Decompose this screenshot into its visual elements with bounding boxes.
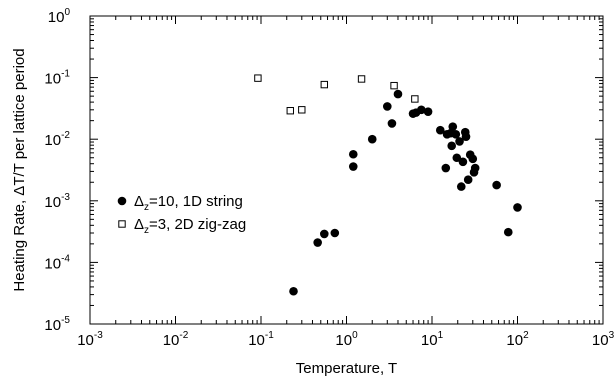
- y-tick-label: 10-2: [44, 130, 70, 149]
- series-0-point: [313, 238, 322, 247]
- series-1-point: [357, 75, 366, 83]
- series-1-point: [390, 81, 398, 90]
- x-tick-label: 10-2: [163, 330, 189, 349]
- series-0-point: [441, 163, 451, 173]
- x-tick-label: 103: [592, 330, 615, 349]
- y-axis-title: Heating Rate, ΔT/T per lattice period: [11, 48, 28, 291]
- series-1-point: [254, 74, 262, 82]
- series-0-point: [451, 130, 461, 139]
- series-0-point: [289, 286, 298, 296]
- x-tick-label: 101: [421, 330, 444, 349]
- series-0-point: [448, 122, 458, 131]
- series-0-point: [417, 105, 426, 115]
- x-tick-label: 102: [506, 330, 529, 349]
- tick-labels: 10-3 10-2 10-1 100 101 102 103 10-5 10-4 10-3 10-2…: [44, 7, 614, 349]
- series-0-point: [513, 203, 522, 212]
- series-0-point: [348, 162, 358, 171]
- x-axis-title: Temperature, T: [296, 360, 397, 377]
- series-1-point: [286, 107, 294, 115]
- plot-marks: [254, 74, 522, 296]
- series-0-point: [435, 125, 445, 135]
- series-0-point: [348, 149, 358, 159]
- legend-marker-0: [117, 196, 127, 206]
- axis-ticks: [89, 15, 604, 325]
- y-tick-label: 10-5: [44, 315, 70, 334]
- series-0-point: [447, 141, 457, 151]
- series-0-point: [423, 107, 433, 116]
- legend-marker-1: [118, 220, 126, 228]
- y-tick-label: 100: [48, 7, 71, 26]
- series-0-point: [458, 157, 468, 167]
- series-1-point: [320, 80, 329, 89]
- series-0-point: [492, 180, 501, 190]
- series-0-point: [463, 175, 473, 185]
- legend: Δz=10, 1D string Δz=3, 2D zig-zag: [117, 193, 246, 236]
- series-0-point: [330, 228, 340, 238]
- series-0-point: [461, 132, 471, 141]
- legend-label-0: Δz=10, 1D string: [134, 193, 243, 213]
- y-tick-label: 10-3: [44, 192, 70, 211]
- y-tick-label: 10-4: [44, 253, 70, 272]
- y-tick-label: 10-1: [44, 69, 70, 88]
- series-0-point: [468, 154, 478, 164]
- x-tick-label: 10-1: [248, 330, 274, 349]
- series-0-point: [503, 227, 513, 237]
- series-0-point: [452, 153, 462, 163]
- x-tick-label: 10-3: [77, 330, 103, 349]
- series-0-point: [387, 119, 397, 128]
- series-1-point: [298, 106, 306, 114]
- series-0-point: [393, 89, 403, 99]
- series-0-point: [382, 102, 392, 111]
- series-0-point: [456, 182, 466, 191]
- series-0-point: [470, 163, 480, 173]
- series-0-point: [367, 134, 377, 144]
- series-1-point: [411, 95, 419, 103]
- legend-label-1: Δz=3, 2D zig-zag: [134, 216, 246, 236]
- plot-frame: [89, 15, 604, 325]
- x-tick-label: 100: [335, 330, 358, 349]
- series-0-point: [455, 137, 464, 146]
- series-0-point: [320, 229, 329, 239]
